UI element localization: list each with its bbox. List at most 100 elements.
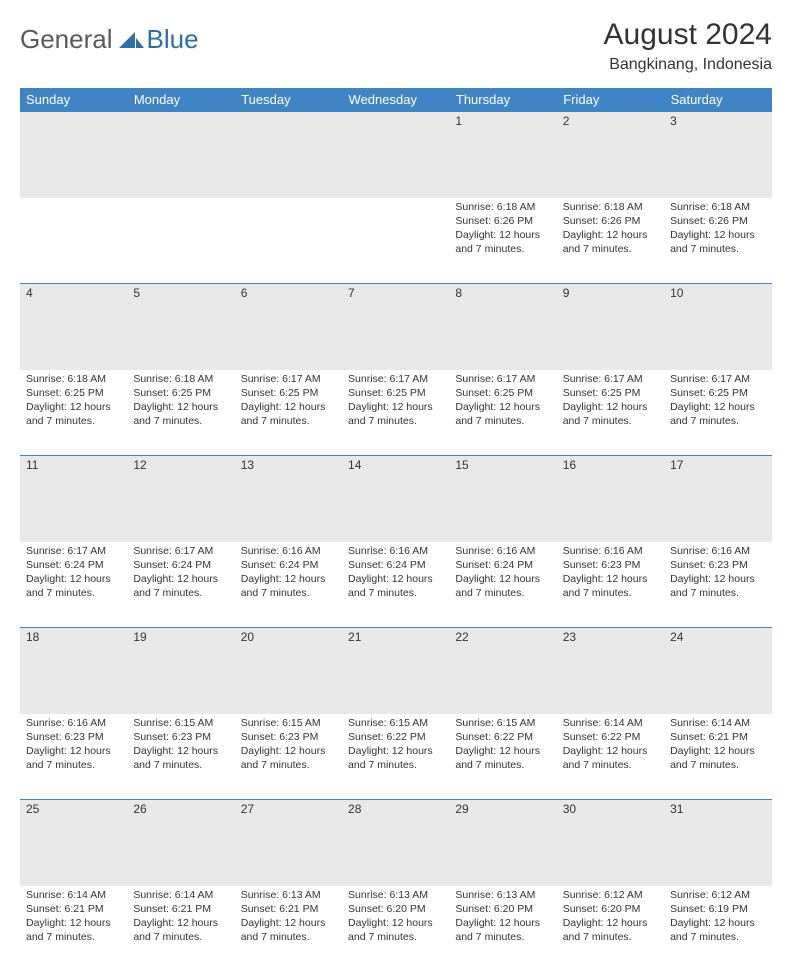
weekday-header: Thursday: [449, 88, 556, 112]
day-number: 1: [449, 112, 556, 130]
day-cell-number: 18: [20, 628, 127, 714]
daylight-text: Daylight: 12 hours and 7 minutes.: [455, 572, 550, 600]
day-cell-number: 11: [20, 456, 127, 542]
day-cell-number: 6: [235, 284, 342, 370]
day-cell-number: 24: [664, 628, 771, 714]
sunrise-text: Sunrise: 6:12 AM: [670, 888, 765, 902]
day-cell-number: 2: [557, 112, 664, 198]
daylight-text: Daylight: 12 hours and 7 minutes.: [133, 572, 228, 600]
day-cell-content: Sunrise: 6:16 AMSunset: 6:23 PMDaylight:…: [20, 714, 127, 800]
day-number: 18: [20, 628, 127, 646]
day-details: Sunrise: 6:14 AMSunset: 6:21 PMDaylight:…: [127, 886, 234, 949]
day-number: 3: [664, 112, 771, 130]
day-details: Sunrise: 6:17 AMSunset: 6:25 PMDaylight:…: [449, 370, 556, 433]
day-cell-content: Sunrise: 6:16 AMSunset: 6:24 PMDaylight:…: [235, 542, 342, 628]
day-details: Sunrise: 6:16 AMSunset: 6:24 PMDaylight:…: [235, 542, 342, 605]
day-cell-content: Sunrise: 6:13 AMSunset: 6:20 PMDaylight:…: [342, 886, 449, 972]
daylight-text: Daylight: 12 hours and 7 minutes.: [26, 916, 121, 944]
brand-part2: Blue: [147, 24, 199, 55]
day-cell-number: [342, 112, 449, 198]
day-cell-number: 19: [127, 628, 234, 714]
day-details: Sunrise: 6:18 AMSunset: 6:25 PMDaylight:…: [20, 370, 127, 433]
week-number-row: 45678910: [20, 284, 772, 370]
sunset-text: Sunset: 6:24 PM: [348, 558, 443, 572]
brand-logo: General Blue: [20, 18, 199, 55]
daylight-text: Daylight: 12 hours and 7 minutes.: [563, 572, 658, 600]
day-number: 29: [449, 800, 556, 818]
sunrise-text: Sunrise: 6:13 AM: [455, 888, 550, 902]
day-cell-number: 25: [20, 800, 127, 886]
sunrise-text: Sunrise: 6:15 AM: [133, 716, 228, 730]
day-number: 15: [449, 456, 556, 474]
sunrise-text: Sunrise: 6:16 AM: [241, 544, 336, 558]
sunset-text: Sunset: 6:19 PM: [670, 902, 765, 916]
day-number: 20: [235, 628, 342, 646]
location: Bangkinang, Indonesia: [604, 56, 772, 74]
sunrise-text: Sunrise: 6:14 AM: [26, 888, 121, 902]
day-details: Sunrise: 6:16 AMSunset: 6:23 PMDaylight:…: [557, 542, 664, 605]
day-number: 16: [557, 456, 664, 474]
sunset-text: Sunset: 6:22 PM: [563, 730, 658, 744]
day-cell-number: [20, 112, 127, 198]
day-cell-number: 29: [449, 800, 556, 886]
sunset-text: Sunset: 6:21 PM: [133, 902, 228, 916]
day-number: 22: [449, 628, 556, 646]
day-details: [20, 198, 127, 204]
day-details: Sunrise: 6:18 AMSunset: 6:26 PMDaylight:…: [664, 198, 771, 261]
day-cell-content: Sunrise: 6:17 AMSunset: 6:24 PMDaylight:…: [20, 542, 127, 628]
day-number: [20, 112, 127, 130]
day-cell-number: 12: [127, 456, 234, 542]
day-details: Sunrise: 6:13 AMSunset: 6:21 PMDaylight:…: [235, 886, 342, 949]
sunset-text: Sunset: 6:21 PM: [670, 730, 765, 744]
day-cell-content: Sunrise: 6:17 AMSunset: 6:25 PMDaylight:…: [664, 370, 771, 456]
sunset-text: Sunset: 6:25 PM: [241, 386, 336, 400]
day-number: 7: [342, 284, 449, 302]
sunset-text: Sunset: 6:22 PM: [455, 730, 550, 744]
week-content-row: Sunrise: 6:18 AMSunset: 6:26 PMDaylight:…: [20, 198, 772, 284]
day-number: [127, 112, 234, 130]
day-cell-number: 9: [557, 284, 664, 370]
day-cell-content: Sunrise: 6:16 AMSunset: 6:23 PMDaylight:…: [664, 542, 771, 628]
day-number: 19: [127, 628, 234, 646]
daylight-text: Daylight: 12 hours and 7 minutes.: [563, 916, 658, 944]
week-content-row: Sunrise: 6:18 AMSunset: 6:25 PMDaylight:…: [20, 370, 772, 456]
header: General Blue August 2024 Bangkinang, Ind…: [20, 18, 772, 76]
daylight-text: Daylight: 12 hours and 7 minutes.: [26, 744, 121, 772]
day-details: [342, 198, 449, 204]
sunrise-text: Sunrise: 6:13 AM: [348, 888, 443, 902]
day-cell-content: Sunrise: 6:18 AMSunset: 6:25 PMDaylight:…: [20, 370, 127, 456]
daylight-text: Daylight: 12 hours and 7 minutes.: [563, 400, 658, 428]
day-cell-number: 14: [342, 456, 449, 542]
daylight-text: Daylight: 12 hours and 7 minutes.: [455, 744, 550, 772]
day-cell-content: [235, 198, 342, 284]
daylight-text: Daylight: 12 hours and 7 minutes.: [455, 400, 550, 428]
sunrise-text: Sunrise: 6:18 AM: [455, 200, 550, 214]
day-cell-number: 4: [20, 284, 127, 370]
sunset-text: Sunset: 6:26 PM: [563, 214, 658, 228]
day-number: [235, 112, 342, 130]
day-cell-content: Sunrise: 6:15 AMSunset: 6:22 PMDaylight:…: [342, 714, 449, 800]
day-number: 12: [127, 456, 234, 474]
sunrise-text: Sunrise: 6:15 AM: [455, 716, 550, 730]
day-details: Sunrise: 6:13 AMSunset: 6:20 PMDaylight:…: [342, 886, 449, 949]
day-cell-content: Sunrise: 6:18 AMSunset: 6:26 PMDaylight:…: [664, 198, 771, 284]
day-details: Sunrise: 6:13 AMSunset: 6:20 PMDaylight:…: [449, 886, 556, 949]
day-cell-number: 27: [235, 800, 342, 886]
day-cell-content: Sunrise: 6:16 AMSunset: 6:23 PMDaylight:…: [557, 542, 664, 628]
day-cell-content: Sunrise: 6:12 AMSunset: 6:19 PMDaylight:…: [664, 886, 771, 972]
weekday-header: Saturday: [664, 88, 771, 112]
daylight-text: Daylight: 12 hours and 7 minutes.: [133, 744, 228, 772]
day-cell-number: [127, 112, 234, 198]
day-cell-number: 21: [342, 628, 449, 714]
day-cell-number: 30: [557, 800, 664, 886]
sunset-text: Sunset: 6:20 PM: [348, 902, 443, 916]
daylight-text: Daylight: 12 hours and 7 minutes.: [348, 744, 443, 772]
day-cell-number: 20: [235, 628, 342, 714]
sunset-text: Sunset: 6:25 PM: [455, 386, 550, 400]
weekday-header: Wednesday: [342, 88, 449, 112]
day-cell-number: 22: [449, 628, 556, 714]
day-cell-content: Sunrise: 6:18 AMSunset: 6:26 PMDaylight:…: [557, 198, 664, 284]
sunrise-text: Sunrise: 6:14 AM: [133, 888, 228, 902]
daylight-text: Daylight: 12 hours and 7 minutes.: [241, 744, 336, 772]
day-cell-number: 1: [449, 112, 556, 198]
